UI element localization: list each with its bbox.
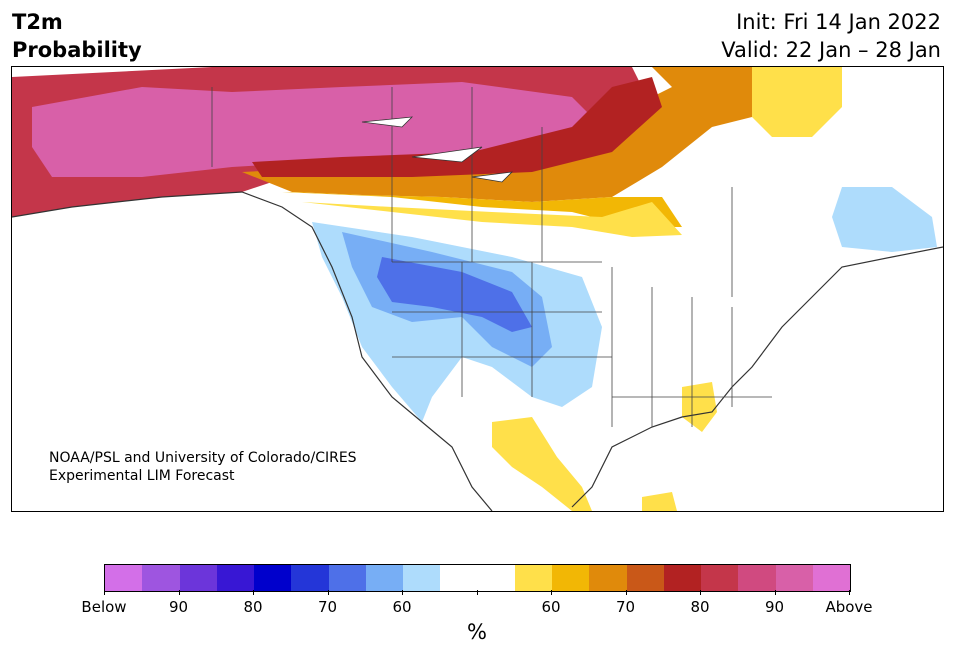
date-info: Init: Fri 14 Jan 2022 Valid: 22 Jan – 28…	[721, 8, 941, 64]
colorbar-swatch	[291, 565, 329, 591]
colorbar-tick	[402, 590, 403, 595]
colorbar-tick	[253, 590, 254, 595]
colorbar-tick-label: Below	[81, 598, 127, 616]
chart-title: T2m Probability	[12, 8, 142, 64]
colorbar-swatch	[514, 565, 552, 591]
colorbar-swatch	[142, 565, 180, 591]
colorbar-tick	[178, 590, 180, 595]
colorbar-tick	[476, 590, 478, 595]
canada-lightyellow-band	[302, 202, 682, 237]
colorbar-tick-label: 90	[764, 598, 785, 616]
lake-icons	[361, 116, 514, 183]
colorbar-swatch	[216, 565, 254, 591]
colorbar-tick-label: 60	[392, 598, 412, 616]
greenland-yellow	[752, 67, 842, 137]
colorbar-tick-label: 80	[690, 598, 710, 616]
colorbar-swatch	[105, 565, 143, 591]
colorbar-swatch	[328, 565, 366, 591]
colorbar-swatch	[626, 565, 664, 591]
colorbar-swatch	[365, 565, 403, 591]
colorbar-unit: %	[467, 620, 487, 644]
colorbar-swatch	[477, 565, 515, 591]
colorbar-tick	[700, 590, 701, 595]
mexico-yellow	[492, 417, 592, 511]
credit-line-1: NOAA/PSL and University of Colorado/CIRE…	[49, 450, 357, 466]
colorbar-swatch	[738, 565, 776, 591]
colorbar-swatch	[775, 565, 813, 591]
forecast-map	[11, 66, 944, 512]
quebec-light-blue	[832, 187, 937, 252]
west-dark-blue	[377, 257, 532, 332]
colorbar-swatch	[552, 565, 590, 591]
colorbar-swatch	[589, 565, 627, 591]
colorbar-tick	[327, 590, 329, 595]
colorbar	[104, 564, 851, 592]
yucatan-yellow	[642, 492, 677, 511]
canada-red-band	[252, 77, 662, 177]
colorbar-tick	[849, 590, 850, 595]
colorbar-swatch	[812, 565, 850, 591]
colorbar-tick-label: Above	[825, 598, 873, 616]
florida-yellow	[682, 382, 717, 432]
state-borders	[392, 261, 772, 427]
colorbar-swatch	[403, 565, 441, 591]
colorbar-swatch	[179, 565, 217, 591]
colorbar-swatch	[701, 565, 739, 591]
colorbar-swatch	[440, 565, 478, 591]
credit-line-2: Experimental LIM Forecast	[49, 468, 235, 484]
colorbar-tick	[774, 590, 776, 595]
title-line-2: Probability	[12, 38, 142, 62]
credit-text: NOAA/PSL and University of Colorado/CIRE…	[49, 449, 357, 485]
colorbar-tick-label: 70	[317, 598, 338, 616]
colorbar-swatch	[663, 565, 701, 591]
canada-yellow-band	[282, 192, 682, 227]
colorbar-tick-label: 80	[243, 598, 263, 616]
colorbar-tick	[104, 590, 105, 595]
valid-date: Valid: 22 Jan – 28 Jan	[721, 38, 941, 62]
colorbar-tick	[551, 590, 552, 595]
init-date: Init: Fri 14 Jan 2022	[736, 10, 941, 34]
map-canvas	[12, 67, 943, 511]
title-line-1: T2m	[12, 10, 63, 34]
canada-borders	[211, 87, 733, 297]
colorbar-tick-label: 90	[168, 598, 189, 616]
colorbar-tick-label: 60	[541, 598, 561, 616]
colorbar-tick-label: 70	[615, 598, 636, 616]
colorbar-tick	[625, 590, 627, 595]
colorbar-swatch	[254, 565, 292, 591]
